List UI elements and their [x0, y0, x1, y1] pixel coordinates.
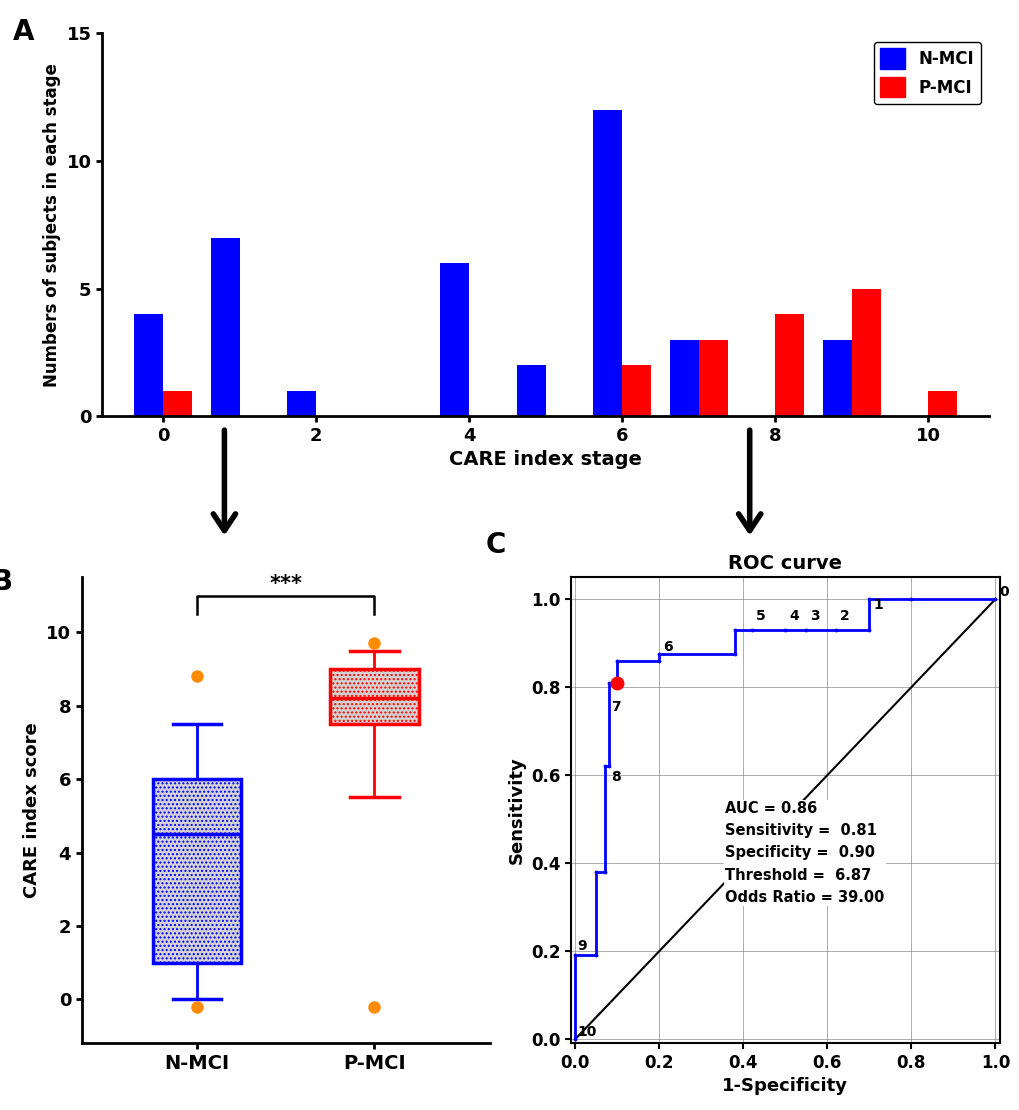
Bar [516, 365, 545, 416]
Y-axis label: Numbers of subjects in each stage: Numbers of subjects in each stage [43, 63, 61, 386]
Text: AUC = 0.86
Sensitivity =  0.81
Specificity =  0.90
Threshold =  6.87
Odds Ratio : AUC = 0.86 Sensitivity = 0.81 Specificit… [725, 801, 883, 905]
Bar [593, 110, 622, 416]
Bar [163, 391, 193, 416]
Text: 7: 7 [610, 699, 621, 714]
Text: 10: 10 [577, 1025, 596, 1039]
Bar [927, 391, 957, 416]
Text: 1: 1 [872, 598, 882, 613]
Text: 9: 9 [577, 939, 587, 953]
Text: B: B [0, 568, 13, 596]
Y-axis label: Sensitivity: Sensitivity [507, 756, 525, 865]
Bar [822, 340, 851, 416]
Text: C: C [485, 531, 505, 558]
Text: 6: 6 [663, 640, 673, 654]
X-axis label: CARE index stage: CARE index stage [448, 451, 642, 470]
Bar [440, 263, 469, 416]
Y-axis label: CARE index score: CARE index score [22, 723, 41, 898]
Text: ***: *** [269, 574, 302, 594]
Bar [135, 314, 163, 416]
Text: 5: 5 [755, 609, 765, 624]
Legend: N-MCI, P-MCI: N-MCI, P-MCI [873, 42, 980, 104]
Text: 3: 3 [810, 609, 819, 624]
Bar [287, 391, 316, 416]
Bar [153, 779, 242, 962]
Text: 0: 0 [999, 585, 1008, 599]
Bar [622, 365, 650, 416]
Text: 4: 4 [789, 609, 799, 624]
Title: ROC curve: ROC curve [728, 554, 842, 573]
Bar [774, 314, 803, 416]
Bar [668, 340, 698, 416]
Text: 2: 2 [840, 609, 849, 624]
X-axis label: 1-Specificity: 1-Specificity [721, 1078, 848, 1096]
Bar [211, 238, 239, 416]
Bar [329, 669, 418, 724]
Bar [698, 340, 727, 416]
Bar [851, 289, 880, 416]
Text: 8: 8 [610, 770, 621, 784]
Text: A: A [13, 18, 35, 46]
